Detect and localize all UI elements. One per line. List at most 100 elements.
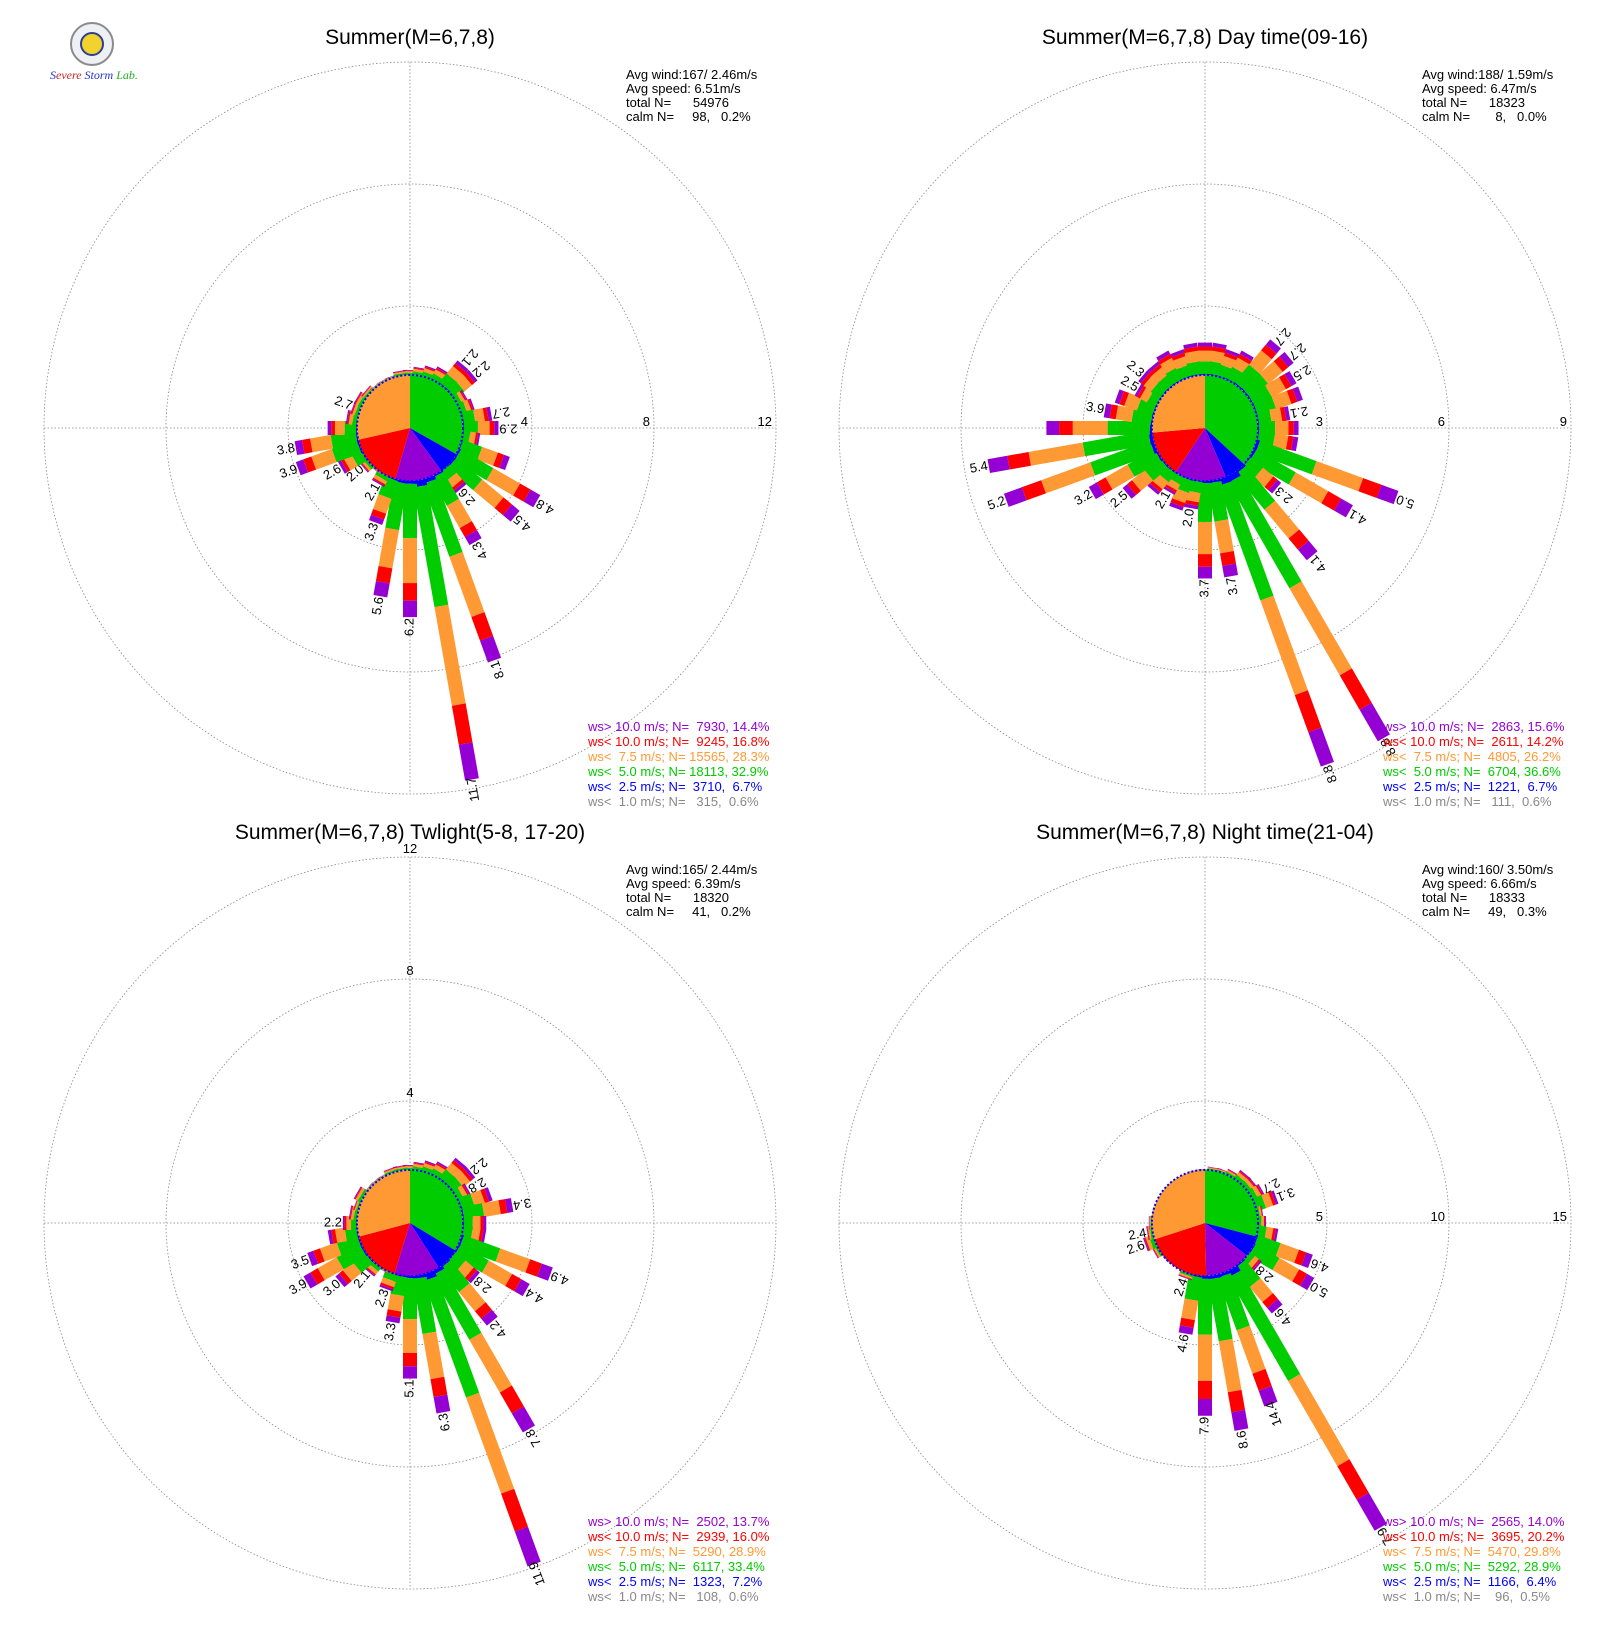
wind-bar-segment: [464, 1267, 477, 1281]
wind-bar-segment: [386, 1309, 402, 1318]
stats-line: total N= 18333: [1422, 890, 1525, 905]
wind-bar-segment: [1284, 371, 1297, 387]
wind-bar-segment: [331, 421, 335, 435]
wind-bar-segment: [1264, 476, 1278, 491]
wind-bar-segment: [302, 438, 313, 454]
wind-bar-segment: [1234, 1260, 1261, 1288]
pie-slice: [394, 1223, 439, 1277]
wind-bar-segment: [479, 635, 502, 663]
wind-bar-segment: [1275, 421, 1289, 435]
stats-line: Avg speed: 6.47m/s: [1422, 81, 1537, 96]
wind-bar-segment: [1292, 386, 1303, 402]
wind-bar-segment: [380, 1277, 396, 1288]
bar-value-label: 3.3: [381, 1322, 399, 1342]
wind-bar-segment: [1021, 480, 1046, 501]
wind-bar-segment: [412, 1169, 427, 1172]
wind-bar-segment: [1212, 342, 1227, 349]
wind-bar-segment: [403, 1366, 417, 1379]
wind-bar-segment: [1288, 529, 1309, 550]
wind-bar-segment: [424, 366, 439, 373]
wind-rose-panel: 2.22.83.44.94.42.84.27.811.96.35.13.32.3…: [43, 821, 777, 1604]
wind-bar-segment: [327, 1229, 334, 1245]
wind-bar-segment: [1096, 477, 1113, 495]
wind-bar-segment: [331, 1229, 338, 1244]
wind-bar-segment: [1178, 1275, 1192, 1281]
wind-bar-segment: [1248, 385, 1273, 408]
wind-bar-segment: [525, 1259, 542, 1277]
wind-bar-segment: [1301, 1252, 1313, 1268]
wind-bar-segment: [537, 1263, 553, 1281]
legend-entry: ws< 1.0 m/s; N= 111, 0.6%: [1382, 794, 1552, 809]
logo-text: Severe Storm Lab.: [50, 68, 138, 83]
wind-bar-segment: [1223, 352, 1239, 361]
wind-bar-segment: [1288, 472, 1329, 504]
wind-bar-segment: [459, 1283, 486, 1312]
wind-bar-segment: [424, 1160, 439, 1167]
wind-bar-segment: [1356, 1492, 1387, 1531]
wind-bar-segment: [319, 1242, 342, 1262]
wind-bar-segment: [1265, 377, 1287, 398]
wind-bar-segment: [1261, 1192, 1274, 1209]
wind-bar-segment: [1264, 1216, 1266, 1230]
wind-bar-segment: [1149, 363, 1163, 376]
wind-bar-segment: [1376, 484, 1399, 505]
wind-bar-segment: [1207, 480, 1229, 522]
wind-bar-segment: [393, 1165, 408, 1170]
legend-entry: ws< 10.0 m/s; N= 9245, 16.8%: [587, 734, 770, 749]
wind-bar-segment: [495, 1248, 531, 1273]
wind-bar-segment: [1291, 436, 1299, 452]
wind-bar-segment: [1178, 1272, 1193, 1280]
wind-bar-segment: [348, 1205, 353, 1220]
bar-value-label: 3.4: [512, 1195, 532, 1213]
wind-bar-segment: [504, 1198, 514, 1213]
wind-bar-segment: [1264, 500, 1300, 539]
wind-bar-segment: [459, 390, 468, 404]
wind-bar-segment: [432, 1268, 482, 1340]
bar-value-label: 2.1: [1289, 404, 1309, 422]
pie-slice: [1152, 428, 1205, 473]
wind-bar-segment: [403, 538, 417, 584]
wind-bar-segment: [1270, 1227, 1276, 1243]
wind-bar-segment: [452, 363, 467, 376]
wind-bar-segment: [464, 529, 482, 546]
wind-bar-segment: [1149, 480, 1163, 493]
pie-slice: [410, 428, 457, 471]
wind-bar-segment: [1156, 350, 1171, 361]
stats-line: calm N= 49, 0.3%: [1422, 904, 1547, 919]
wind-bar-segment: [363, 1266, 376, 1277]
wind-bar-segment: [511, 1406, 536, 1433]
pie-outline: [355, 373, 465, 483]
wind-bar-segment: [499, 1385, 524, 1414]
stats-line: calm N= 8, 0.0%: [1422, 109, 1547, 124]
bar-value-label: 2.4: [1170, 1276, 1190, 1298]
wind-bar-segment: [1234, 364, 1260, 391]
stats-line: Avg speed: 6.51m/s: [626, 81, 741, 96]
wind-bar-segment: [460, 389, 469, 403]
wind-bar-segment: [375, 566, 393, 584]
pie-slice: [410, 1169, 464, 1251]
wind-bar-segment: [1147, 1225, 1152, 1240]
wind-bar-segment: [431, 471, 459, 506]
bar-value-label: 14.4: [1262, 1399, 1285, 1428]
wind-bar-segment: [439, 1260, 470, 1293]
wind-bar-segment: [371, 478, 385, 487]
wind-bar-segment: [1163, 483, 1177, 493]
legend-entry: ws> 10.0 m/s; N= 2502, 13.7%: [587, 1514, 770, 1529]
wind-bar-segment: [1334, 498, 1353, 518]
legend-entry: ws> 10.0 m/s; N= 2565, 14.0%: [1382, 1514, 1565, 1529]
ring-label: 8: [406, 963, 413, 978]
wind-bar-segment: [355, 1187, 365, 1201]
wind-bar-segment: [1339, 668, 1372, 710]
wind-bar-segment: [1007, 452, 1031, 470]
bar-value-label: 3.9: [277, 461, 299, 481]
legend-entry: ws< 2.5 m/s; N= 1323, 7.2%: [587, 1574, 763, 1589]
wind-bar-segment: [453, 1244, 489, 1273]
wind-bar-segment: [377, 1265, 390, 1273]
wind-bar-segment: [1299, 1273, 1315, 1291]
wind-bar-segment: [1251, 1260, 1262, 1273]
ring-label: 15: [1553, 1209, 1567, 1224]
wind-bar-segment: [353, 1186, 362, 1200]
wind-bar-segment: [1184, 1275, 1203, 1301]
wind-bar-segment: [1170, 498, 1186, 507]
